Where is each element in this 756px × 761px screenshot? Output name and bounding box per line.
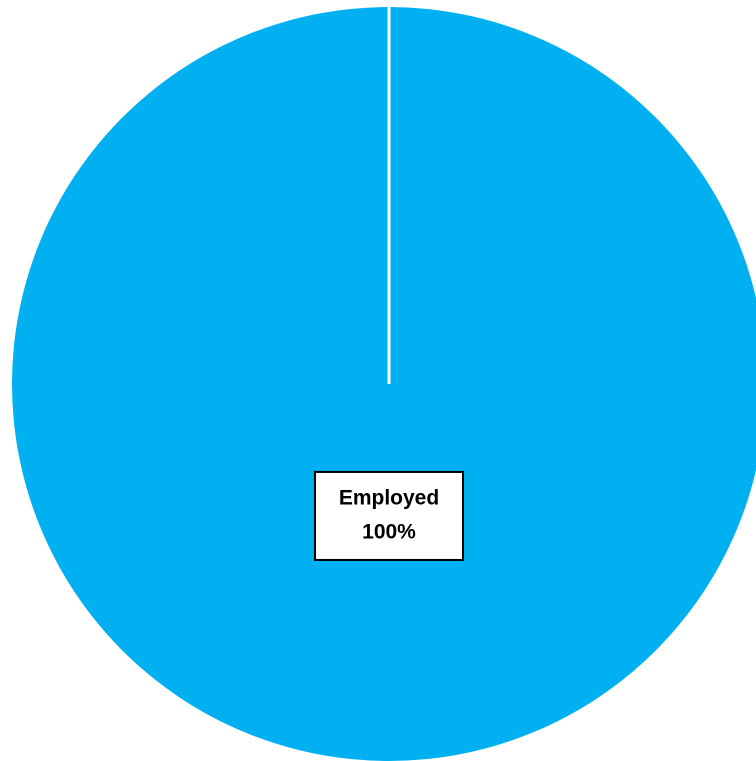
value-label: 100% [362,520,416,543]
label-box [314,470,464,561]
category-label: Employed [339,486,439,509]
pie-slice [12,7,756,761]
